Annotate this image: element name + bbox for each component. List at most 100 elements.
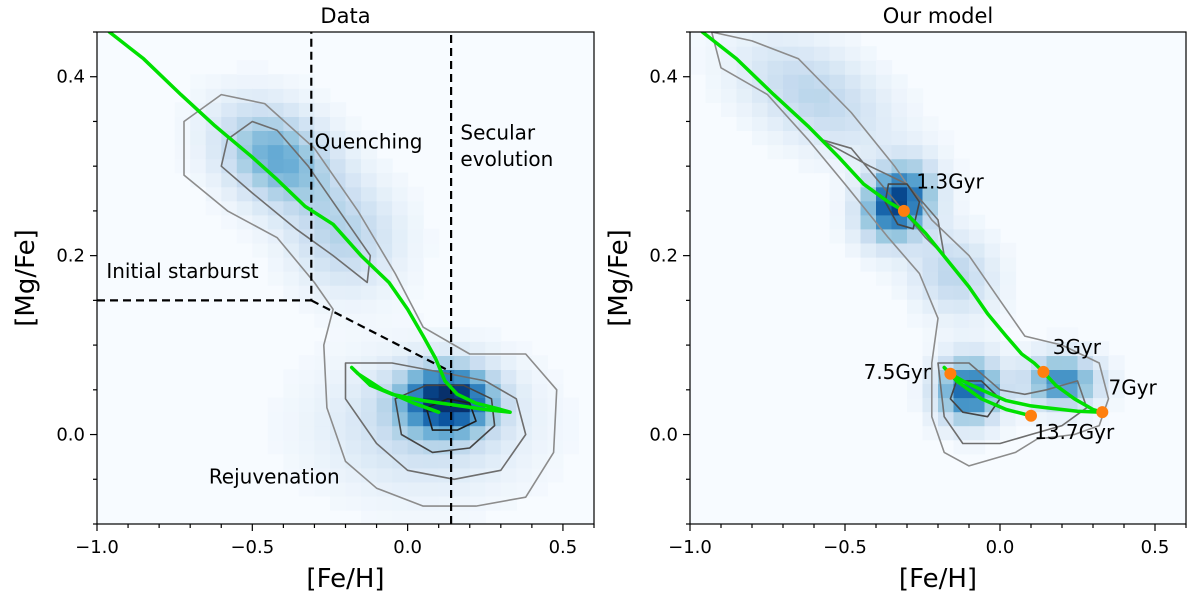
x-tick-label: −1.0 <box>668 537 712 558</box>
heatmap-cell <box>283 102 300 117</box>
density-contour <box>394 384 496 454</box>
heatmap-cell <box>547 453 564 469</box>
heatmap-cell <box>205 102 222 117</box>
heatmap-cell <box>969 285 986 300</box>
heatmap-cell <box>922 397 939 413</box>
heatmap-cell <box>485 369 502 385</box>
heatmap-cell <box>876 242 893 258</box>
heatmap-cell <box>267 200 284 216</box>
heatmap-cell <box>798 102 815 117</box>
heatmap-cell <box>423 495 440 511</box>
heatmap-cell <box>1046 355 1063 370</box>
heatmap-cell <box>407 256 424 272</box>
heatmap-cell <box>953 397 970 413</box>
x-axis: −1.0 −0.5 0.0 0.5 <box>75 524 595 558</box>
heatmap-cell <box>469 383 486 399</box>
heatmap-cell <box>314 453 331 469</box>
heatmap-cell <box>547 467 564 483</box>
heatmap-cell <box>516 341 533 356</box>
heatmap-cell <box>438 453 455 469</box>
heatmap-cell <box>845 46 862 61</box>
heatmap-cell <box>485 327 502 342</box>
heatmap-cell <box>252 74 269 89</box>
heatmap-cell <box>1015 383 1032 399</box>
heatmap-cell <box>469 341 486 356</box>
heatmap-cell <box>922 425 939 441</box>
heatmap-cell <box>236 228 253 244</box>
heatmap-cell <box>392 313 409 328</box>
heatmap-cell <box>267 116 284 131</box>
heatmap-cell <box>829 60 846 75</box>
heatmap-cell <box>267 242 284 258</box>
heatmap-cell <box>1077 369 1094 385</box>
heatmap-cell <box>1093 341 1110 356</box>
heatmap-cell <box>469 481 486 497</box>
heatmap-cell <box>361 453 378 469</box>
heatmap-cell <box>252 186 269 202</box>
heatmap-cell <box>938 299 955 314</box>
heatmap-cell <box>267 425 284 441</box>
heatmap-cell <box>283 88 300 103</box>
heatmap-cell <box>829 130 846 146</box>
heatmap-cell <box>500 439 517 455</box>
heatmap-cell <box>236 130 253 146</box>
heatmap-cell <box>221 214 238 230</box>
heatmap-cell <box>267 186 284 202</box>
heatmap-cell <box>829 88 846 103</box>
heatmap-cell <box>953 158 970 174</box>
heatmap-cell <box>376 256 393 272</box>
heatmap-cell <box>516 355 533 370</box>
heatmap-cell <box>314 256 331 272</box>
heatmap-cell <box>330 453 347 469</box>
heatmap-cell <box>984 327 1001 342</box>
heatmap-cell <box>752 46 769 61</box>
heatmap-cell <box>736 88 753 103</box>
heatmap-cell <box>907 130 924 146</box>
plot-area: 1.3Gyr 3Gyr 7.5Gyr 7Gyr 13.7Gyr <box>690 32 1186 524</box>
heatmap-cell <box>736 116 753 131</box>
heatmap-cell <box>221 116 238 131</box>
heatmap-cell <box>174 158 191 174</box>
heatmap-cell <box>829 102 846 117</box>
heatmap-cell <box>953 313 970 328</box>
heatmap-cell <box>938 285 955 300</box>
heatmap-cell <box>345 144 362 160</box>
heatmap-cell <box>376 369 393 385</box>
region-annotation: evolution <box>460 147 553 171</box>
heatmap-cell <box>767 102 784 117</box>
heatmap-cell <box>361 242 378 258</box>
heatmap-cell <box>454 327 471 342</box>
heatmap-cell <box>860 228 877 244</box>
x-tick-label: 0.5 <box>1141 537 1170 558</box>
density-contour <box>220 120 372 284</box>
heatmap-cell <box>376 313 393 328</box>
chart-title: Our model <box>883 4 994 28</box>
heatmap-cell <box>798 88 815 103</box>
heatmap-cell <box>283 228 300 244</box>
heatmap-cell <box>298 214 315 230</box>
heatmap-cell <box>252 228 269 244</box>
heatmap-cell <box>221 186 238 202</box>
heatmap-cell <box>1000 285 1017 300</box>
heatmap-cell <box>891 186 908 202</box>
heatmap-cell <box>283 256 300 272</box>
heatmap-cell <box>876 102 893 117</box>
heatmap-cell <box>1046 411 1063 427</box>
heatmap-cell <box>860 144 877 160</box>
heatmap-cell <box>376 425 393 441</box>
heatmap-cell <box>361 341 378 356</box>
heatmap-cell <box>547 439 564 455</box>
heatmap-cell <box>283 467 300 483</box>
heatmap-cell <box>485 481 502 497</box>
heatmap-cell <box>814 102 831 117</box>
heatmap-cell <box>345 299 362 314</box>
heatmap-cell <box>845 242 862 258</box>
heatmap-cell <box>345 130 362 146</box>
heatmap-cell <box>361 397 378 413</box>
heatmap-cell <box>845 32 862 47</box>
heatmap-cell <box>252 214 269 230</box>
heatmap-cell <box>736 102 753 117</box>
heatmap-cell <box>969 355 986 370</box>
heatmap-cell <box>283 397 300 413</box>
density-contour <box>425 397 477 431</box>
